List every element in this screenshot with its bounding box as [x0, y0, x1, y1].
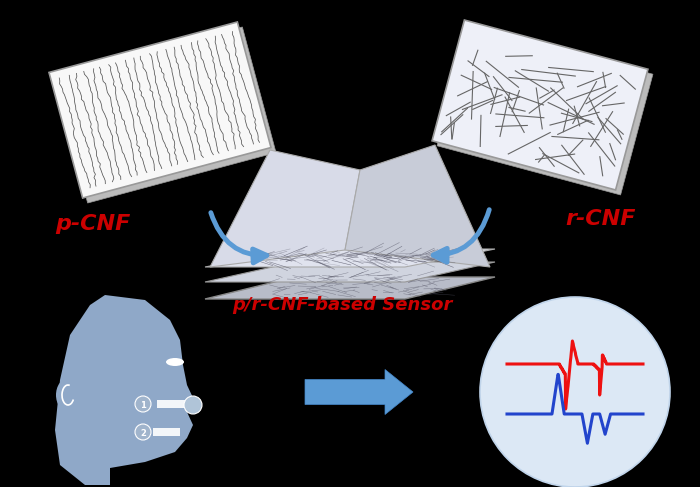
- Polygon shape: [205, 249, 495, 267]
- Polygon shape: [54, 27, 276, 203]
- Text: p-CNF: p-CNF: [55, 214, 130, 234]
- Polygon shape: [345, 145, 490, 267]
- Circle shape: [135, 424, 151, 440]
- Polygon shape: [432, 20, 648, 190]
- Text: 2: 2: [140, 429, 146, 437]
- Text: 1: 1: [140, 400, 146, 410]
- Circle shape: [184, 396, 202, 414]
- Circle shape: [135, 396, 151, 412]
- Ellipse shape: [56, 379, 78, 411]
- Text: r-CNF: r-CNF: [565, 209, 636, 229]
- Polygon shape: [153, 428, 180, 436]
- FancyArrow shape: [305, 370, 413, 414]
- Polygon shape: [205, 277, 495, 299]
- Circle shape: [480, 297, 670, 487]
- Polygon shape: [157, 400, 185, 408]
- Polygon shape: [205, 262, 495, 282]
- Text: p/r-CNF-based Sensor: p/r-CNF-based Sensor: [232, 296, 452, 314]
- Polygon shape: [49, 22, 271, 198]
- Polygon shape: [210, 150, 360, 267]
- Ellipse shape: [166, 358, 184, 366]
- Polygon shape: [437, 25, 653, 195]
- Polygon shape: [55, 295, 195, 485]
